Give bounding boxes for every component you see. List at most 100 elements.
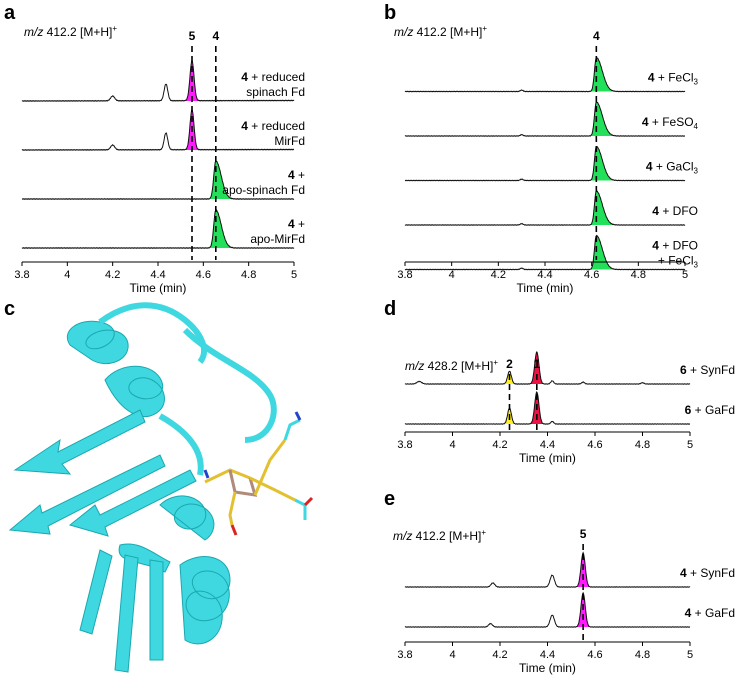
- panel-label-d: d: [384, 298, 397, 320]
- marker-label-1: 2: [506, 357, 513, 371]
- marker-label-2: 1: [533, 357, 540, 371]
- strand-5: [114, 554, 139, 673]
- trace-5: [404, 234, 686, 271]
- series-label-line2: spinach Fd: [246, 85, 305, 99]
- mz-superscript: +: [112, 24, 117, 33]
- series-subscript: 3: [694, 261, 699, 270]
- mz-superscript: +: [482, 24, 487, 33]
- series-compound: 4: [652, 204, 659, 218]
- x-tick-label: 4.4: [540, 439, 555, 451]
- x-tick-label: 4.8: [635, 649, 650, 661]
- trace-line: [21, 209, 295, 249]
- series-condition: + GaCl: [653, 160, 694, 174]
- series-condition-2: apo-spinach Fd: [222, 183, 305, 197]
- trace-line: [21, 160, 295, 200]
- cluster-bond-10: [294, 411, 302, 421]
- cluster-bond-11: [303, 496, 314, 507]
- trace-line: [404, 591, 691, 628]
- series-label-1: 4 + SynFd: [680, 566, 735, 580]
- series-condition-2: apo-MirFd: [250, 232, 305, 246]
- helix-center: [159, 495, 215, 541]
- x-tick-label: 5: [687, 649, 693, 661]
- x-tick-label: 4.2: [105, 269, 120, 281]
- cluster-bond-4: [228, 491, 237, 526]
- x-tick-label: 4: [64, 269, 70, 281]
- series-label-3: 4 + GaCl3: [646, 160, 699, 176]
- mz-value: 428.2 [M+H]: [424, 359, 493, 373]
- mz-label: m/z: [393, 529, 412, 543]
- x-tick-label: 4.2: [492, 649, 507, 661]
- mz-header: m/z 428.2 [M+H]+: [405, 358, 498, 373]
- series-compound: 4: [680, 566, 687, 580]
- series-condition: + SynFd: [687, 363, 735, 377]
- x-tick-label: 4.2: [491, 269, 506, 281]
- series-compound: 4: [685, 606, 692, 620]
- mz-superscript: +: [493, 358, 498, 367]
- peak-fill-2: [588, 235, 621, 270]
- x-tick-label: 4.8: [635, 439, 650, 451]
- marker-label-1: 5: [189, 29, 196, 43]
- x-tick-label: 5: [687, 439, 693, 451]
- strand-1: [8, 454, 166, 535]
- mz-header: m/z 412.2 [M+H]+: [24, 24, 117, 39]
- x-axis-title: Time (min): [130, 281, 187, 295]
- loop-right: [182, 327, 277, 443]
- series-condition: + FeCl: [655, 71, 694, 85]
- series-condition-2: spinach Fd: [246, 85, 305, 99]
- series-label-2: 4 + reduced: [241, 119, 305, 133]
- series-compound: 4: [241, 70, 248, 84]
- series-label-1: 4 + reduced: [241, 70, 305, 84]
- x-tick-label: 4.8: [241, 269, 256, 281]
- x-tick-label: 4.6: [587, 439, 602, 451]
- mz-header: m/z 412.2 [M+H]+: [393, 528, 486, 543]
- series-condition: + reduced: [248, 70, 305, 84]
- x-tick-label: 5: [682, 269, 688, 281]
- x-axis-title: Time (min): [519, 451, 576, 465]
- x-tick-label: 4.6: [587, 649, 602, 661]
- series-label-line2: apo-spinach Fd: [222, 183, 305, 197]
- series-condition: + DFO: [659, 239, 698, 253]
- series-compound: 4: [648, 71, 655, 85]
- series-condition: +: [295, 217, 305, 231]
- trace-line: [404, 234, 686, 271]
- mz-header: m/z 412.2 [M+H]+: [394, 24, 487, 39]
- mz-label: m/z: [24, 25, 43, 39]
- cluster-bond-7: [294, 498, 307, 520]
- series-condition: + reduced: [248, 119, 305, 133]
- helix-upper-right: [104, 365, 165, 418]
- cluster-bond-5: [249, 476, 296, 502]
- series-condition: + FeSO: [649, 115, 694, 129]
- loop-mid: [158, 413, 204, 476]
- x-tick-label: 4.8: [631, 269, 646, 281]
- mz-value: 412.2 [M+H]: [43, 25, 112, 39]
- x-tick-label: 4.4: [540, 649, 555, 661]
- cluster-bond-9: [203, 469, 210, 479]
- x-tick-label: 4.6: [584, 269, 599, 281]
- panel-label-b: b: [384, 2, 397, 24]
- series-label-1: 4 + FeCl3: [648, 71, 699, 87]
- trace-line: [404, 146, 686, 182]
- x-tick-label: 4: [449, 269, 455, 281]
- x-tick-label: 4.4: [150, 269, 165, 281]
- series-label-line2: apo-MirFd: [250, 232, 305, 246]
- series-compound: 4: [646, 160, 653, 174]
- x-tick-label: 4: [449, 439, 455, 451]
- trace-line: [404, 551, 691, 588]
- strand-6: [149, 559, 164, 661]
- marker-label-1: 5: [580, 527, 587, 541]
- x-tick-label: 4.6: [196, 269, 211, 281]
- strand-4: [79, 549, 113, 635]
- series-subscript: 3: [694, 167, 699, 176]
- series-label-1: 6 + SynFd: [680, 363, 735, 377]
- series-label-4: 4 +: [288, 217, 305, 231]
- x-tick-label: 4: [449, 649, 455, 661]
- trace-line: [21, 108, 295, 151]
- helix-bottom: [179, 556, 231, 645]
- x-tick-label: 4.4: [537, 269, 552, 281]
- trace-line: [404, 101, 686, 137]
- series-condition: + GaFd: [691, 403, 735, 417]
- peak-fill-3: [528, 352, 546, 384]
- mz-value: 412.2 [M+H]: [413, 25, 482, 39]
